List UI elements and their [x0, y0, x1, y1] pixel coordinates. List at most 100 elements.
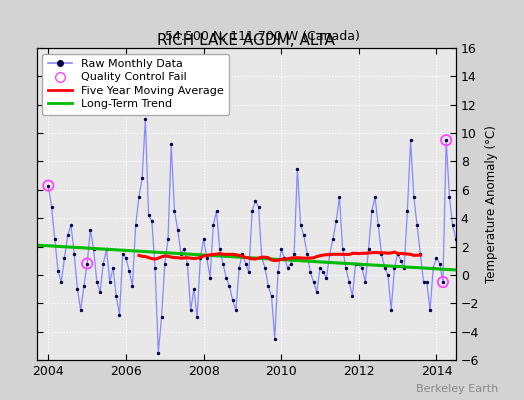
- Point: [449, 222, 457, 228]
- Point: [507, 286, 515, 292]
- Point: [426, 307, 434, 314]
- Point: [141, 116, 149, 122]
- Point: [57, 279, 66, 285]
- Point: [325, 250, 334, 257]
- Point: [228, 297, 237, 304]
- Point: [322, 274, 331, 281]
- Point: [93, 279, 101, 285]
- Point: [355, 260, 363, 267]
- Point: [352, 260, 360, 267]
- Point: [209, 222, 217, 228]
- Point: [135, 194, 143, 200]
- Point: [442, 137, 450, 143]
- Point: [145, 212, 153, 218]
- Point: [274, 269, 282, 275]
- Point: [177, 250, 185, 257]
- Point: [242, 260, 250, 267]
- Point: [303, 250, 311, 257]
- Point: [297, 222, 305, 228]
- Point: [316, 265, 324, 271]
- Point: [118, 250, 127, 257]
- Point: [238, 250, 247, 257]
- Point: [267, 293, 276, 299]
- Point: [300, 232, 308, 238]
- Point: [413, 222, 421, 228]
- Point: [439, 279, 447, 285]
- Point: [471, 250, 479, 257]
- Point: [452, 236, 460, 243]
- Point: [154, 350, 162, 356]
- Point: [248, 208, 256, 214]
- Point: [148, 218, 156, 224]
- Point: [407, 137, 415, 143]
- Point: [374, 222, 383, 228]
- Point: [497, 265, 505, 271]
- Point: [329, 236, 337, 243]
- Point: [235, 265, 243, 271]
- Point: [54, 268, 62, 274]
- Point: [400, 265, 408, 271]
- Point: [462, 279, 470, 285]
- Point: [44, 182, 52, 189]
- Point: [287, 260, 295, 267]
- Point: [167, 141, 176, 148]
- Point: [504, 336, 512, 342]
- Point: [371, 194, 379, 200]
- Point: [254, 204, 263, 210]
- Point: [458, 265, 466, 271]
- Point: [245, 269, 253, 275]
- Point: [261, 265, 269, 271]
- Point: [180, 246, 188, 252]
- Point: [465, 321, 473, 328]
- Point: [219, 260, 227, 267]
- Point: [132, 222, 140, 228]
- Point: [222, 274, 231, 281]
- Point: [342, 265, 350, 271]
- Point: [102, 246, 111, 252]
- Point: [416, 250, 424, 257]
- Point: [183, 260, 192, 267]
- Point: [215, 246, 224, 252]
- Point: [200, 236, 208, 243]
- Point: [258, 255, 266, 261]
- Point: [63, 232, 72, 238]
- Point: [394, 250, 402, 257]
- Point: [51, 236, 59, 243]
- Point: [380, 265, 389, 271]
- Point: [70, 250, 79, 257]
- Point: [429, 265, 438, 271]
- Point: [494, 250, 502, 257]
- Point: [419, 279, 428, 285]
- Point: [187, 307, 195, 314]
- Point: [490, 222, 499, 228]
- Point: [109, 265, 117, 271]
- Point: [99, 260, 107, 267]
- Point: [387, 307, 396, 314]
- Point: [160, 260, 169, 267]
- Point: [67, 222, 75, 228]
- Point: [339, 246, 347, 252]
- Point: [293, 165, 302, 172]
- Point: [47, 204, 56, 210]
- Point: [500, 293, 509, 299]
- Point: [306, 269, 314, 275]
- Point: [106, 279, 114, 285]
- Title: RICH LAKE AGDM, ALTA: RICH LAKE AGDM, ALTA: [157, 33, 335, 48]
- Point: [232, 307, 240, 314]
- Point: [138, 175, 146, 182]
- Point: [86, 226, 94, 233]
- Point: [361, 279, 369, 285]
- Point: [83, 260, 91, 267]
- Point: [225, 283, 234, 290]
- Point: [96, 289, 104, 295]
- Point: [377, 250, 386, 257]
- Point: [474, 265, 483, 271]
- Point: [487, 250, 496, 257]
- Point: [122, 255, 130, 261]
- Point: [128, 283, 137, 290]
- Legend: Raw Monthly Data, Quality Control Fail, Five Year Moving Average, Long-Term Tren: Raw Monthly Data, Quality Control Fail, …: [42, 54, 230, 115]
- Point: [193, 314, 201, 321]
- Point: [212, 208, 221, 214]
- Point: [151, 265, 159, 271]
- Point: [125, 268, 134, 274]
